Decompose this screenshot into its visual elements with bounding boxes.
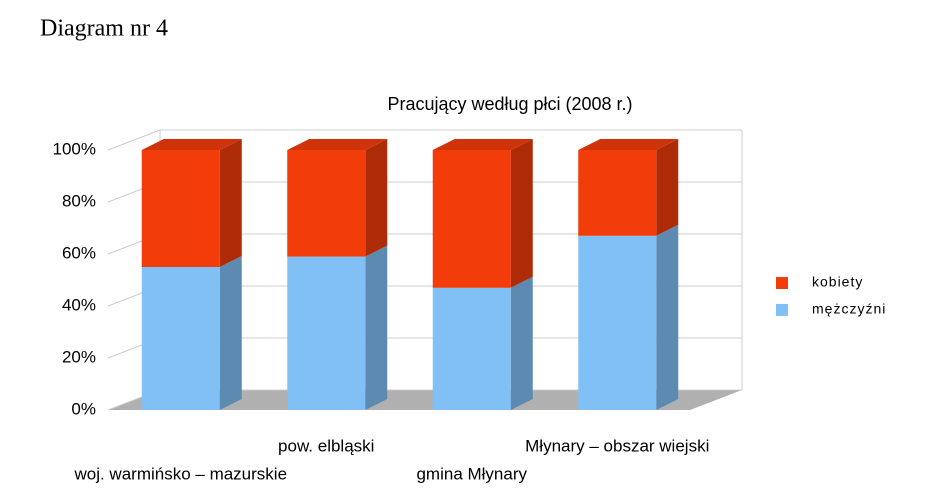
bar-top	[432, 139, 533, 150]
bar-top	[141, 139, 242, 150]
bar	[578, 150, 657, 236]
x-tick-label: pow. elbląski	[278, 436, 374, 455]
bar-side	[656, 224, 679, 410]
bar-side	[510, 139, 533, 288]
bar	[287, 256, 366, 410]
bar	[141, 267, 220, 410]
y-tick-label: 0%	[71, 399, 96, 418]
bar-side	[656, 139, 679, 236]
bar-side	[365, 139, 388, 257]
chart-title: Pracujący według płci (2008 r.)	[387, 94, 632, 114]
x-tick-label: gmina Młynary	[416, 464, 527, 483]
y-tick-label: 60%	[62, 243, 96, 262]
y-tick-label: 100%	[53, 139, 96, 158]
bar	[432, 150, 511, 288]
legend-label: mężczyźni	[812, 301, 886, 317]
legend-label: kobiety	[812, 274, 863, 290]
bar	[287, 150, 366, 257]
bar-side	[365, 245, 388, 410]
bar	[578, 235, 657, 410]
bar-side	[510, 276, 533, 410]
legend-swatch	[776, 277, 788, 289]
bar-top	[578, 139, 679, 150]
y-tick-label: 20%	[62, 347, 96, 366]
x-tick-label: Młynary – obszar wiejski	[525, 436, 709, 455]
page-heading: Diagram nr 4	[40, 16, 168, 42]
bar-side	[219, 139, 242, 267]
grid-line	[107, 129, 161, 151]
bar	[432, 287, 511, 410]
bar-side	[219, 256, 242, 410]
bar	[141, 150, 220, 267]
bar-top	[287, 139, 388, 150]
y-tick-label: 40%	[62, 295, 96, 314]
legend-swatch	[776, 304, 788, 316]
x-tick-label: woj. warmińsko – mazurskie	[73, 464, 287, 483]
y-tick-label: 80%	[62, 191, 96, 210]
